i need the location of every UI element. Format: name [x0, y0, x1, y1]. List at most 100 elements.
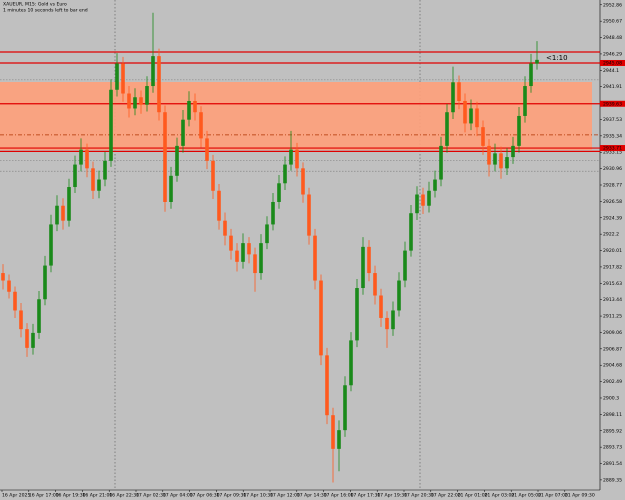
candle-body	[517, 115, 521, 146]
candle-body	[193, 100, 197, 113]
candle-body	[523, 86, 527, 116]
bar-timer: 1 minutes 10 seconds left to bar end	[3, 8, 88, 14]
candle-body	[361, 246, 365, 289]
candle-body	[109, 89, 113, 161]
candle-body	[91, 168, 95, 191]
x-tick-label: 17 Apr 12:00	[270, 493, 300, 499]
candle-body	[391, 310, 395, 330]
candle-body	[115, 63, 119, 90]
candle-body	[13, 291, 17, 311]
candle-body	[283, 164, 287, 184]
y-tick-label: 2926.58	[603, 199, 622, 205]
y-tick-label: 2922.2	[603, 232, 619, 238]
x-tick-label: 17 Apr 06:30	[190, 493, 220, 499]
candle-body	[175, 145, 179, 176]
x-tick-label: 17 Apr 09:30	[216, 493, 246, 499]
candle-body	[319, 280, 323, 356]
candle-body	[37, 299, 41, 333]
y-tick-label: 2928.77	[603, 183, 622, 189]
candle-body	[103, 160, 107, 180]
y-tick-label: 2937.53	[603, 117, 622, 123]
candle-body	[19, 310, 23, 330]
candle-body	[181, 119, 185, 146]
candle-body	[511, 145, 515, 158]
y-tick-label: 2948.48	[603, 35, 622, 41]
candle-body	[199, 112, 203, 139]
candle-body	[325, 355, 329, 416]
x-tick-label: 17 Apr 02:30	[136, 493, 166, 499]
y-tick-label: 2898.11	[603, 412, 622, 418]
y-tick-label: 2950.67	[603, 19, 622, 25]
x-tick-label: 17 Apr 22:00	[431, 493, 461, 499]
candle-body	[457, 82, 461, 101]
candle-body	[367, 246, 371, 274]
y-tick-label: 2891.54	[603, 461, 622, 467]
candle-body	[271, 201, 275, 225]
candle-body	[79, 149, 83, 165]
candle-body	[475, 108, 479, 128]
x-tick-label: 21 Apr 09:30	[565, 493, 595, 499]
price-level-tag	[600, 59, 625, 66]
x-tick-label: 17 Apr 20:30	[404, 493, 434, 499]
candle-body	[349, 340, 353, 386]
candle-body	[127, 93, 131, 109]
candle-body	[493, 153, 497, 165]
candle-body	[265, 224, 269, 244]
x-tick-label: 16 Apr 17:00	[29, 493, 59, 499]
candle-body	[313, 235, 317, 281]
y-tick-label: 2946.29	[603, 51, 622, 57]
y-tick-label: 2911.25	[603, 314, 622, 320]
x-tick-label: 17 Apr 10:30	[243, 493, 273, 499]
x-tick-label: 21 Apr 03:00	[484, 493, 514, 499]
candle-body	[385, 317, 389, 330]
candle-body	[217, 190, 221, 221]
candle-body	[31, 332, 35, 348]
candle-body	[379, 295, 383, 318]
y-tick-label: 2904.68	[603, 363, 622, 369]
zone	[0, 81, 592, 150]
candle-body	[397, 280, 401, 311]
y-tick-label: 2924.39	[603, 215, 622, 221]
chart-title: XAUEUR, M15: Gold vs Euro	[3, 2, 67, 8]
candle-body	[211, 160, 215, 191]
candle-body	[445, 112, 449, 146]
candle-body	[505, 157, 509, 169]
price-level-label: 2945.08	[603, 60, 622, 66]
y-tick-label: 2930.96	[603, 166, 622, 172]
candle-body	[481, 127, 485, 146]
candle-body	[169, 175, 173, 202]
candle-body	[295, 149, 299, 169]
candle-body	[289, 149, 293, 165]
x-tick-label: 17 Apr 16:00	[324, 493, 354, 499]
candle-body	[535, 59, 539, 64]
candle-body	[337, 430, 341, 449]
candle-body	[355, 288, 359, 341]
candle-body	[415, 194, 419, 214]
candle-body	[73, 164, 77, 188]
candle-body	[163, 112, 167, 202]
y-tick-label: 2906.87	[603, 346, 622, 352]
candle-body	[451, 82, 455, 113]
candle-body	[97, 179, 101, 191]
candle-body	[307, 194, 311, 236]
y-tick-label: 2893.73	[603, 445, 622, 451]
candle-body	[403, 250, 407, 281]
price-level-label: 2939.63	[603, 101, 622, 107]
price-level-label: 2933.71	[603, 146, 622, 152]
candle-body	[427, 190, 431, 206]
x-tick-label: 17 Apr 14:30	[297, 493, 327, 499]
candle-body	[433, 179, 437, 191]
y-tick-label: 2909.06	[603, 330, 622, 336]
candle-body	[7, 280, 11, 292]
y-tick-label: 2915.63	[603, 281, 622, 287]
candle-body	[373, 273, 377, 296]
candle-body	[85, 149, 89, 169]
x-tick-label: 21 Apr 07:00	[538, 493, 568, 499]
candle-body	[133, 97, 137, 109]
y-tick-label: 2933.15	[603, 150, 622, 156]
candle-body	[61, 205, 65, 221]
candle-body	[253, 254, 257, 274]
candle-body	[529, 63, 533, 87]
y-tick-label: 2900.3	[603, 395, 619, 401]
